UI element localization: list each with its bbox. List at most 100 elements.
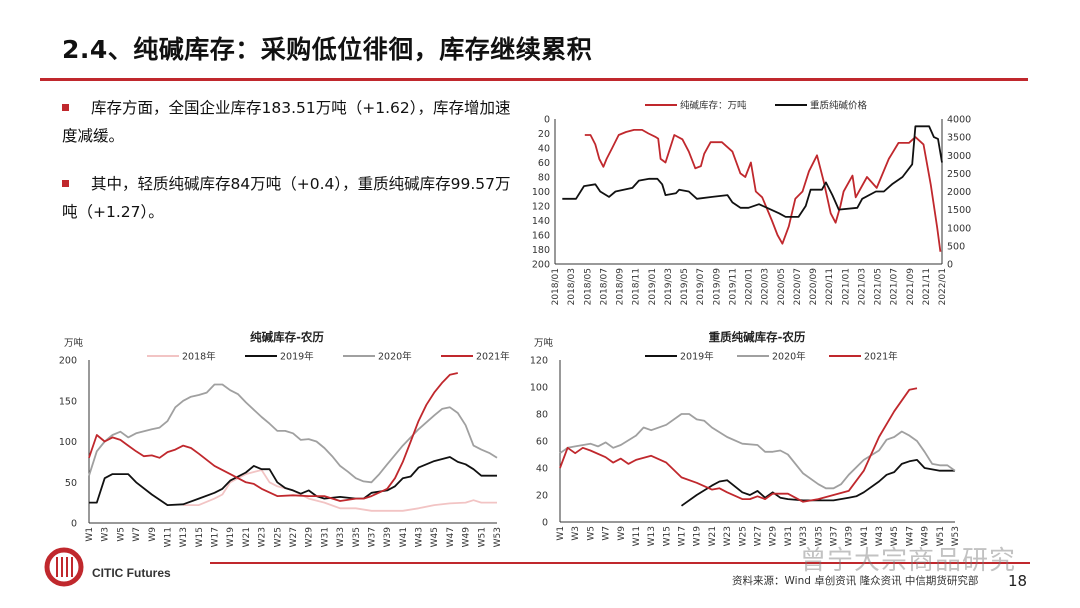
series-line: [559, 387, 918, 503]
series-line: [562, 125, 943, 218]
x-tick-label: W51: [477, 527, 487, 547]
bullet-square-icon: [62, 104, 69, 111]
x-tick-label: W39: [845, 526, 855, 547]
y-right-tick-label: 1000: [947, 223, 971, 234]
x-tick-label: W37: [367, 527, 377, 547]
series-line: [584, 129, 942, 252]
x-tick-label: W29: [305, 527, 315, 548]
x-tick-label: 2019/03: [664, 268, 674, 305]
x-tick-label: W21: [708, 526, 718, 546]
x-tick-label: 2021/05: [874, 268, 884, 305]
x-tick-label: 2020/11: [825, 268, 835, 305]
x-tick-label: 2020/05: [777, 268, 787, 305]
x-tick-label: W39: [383, 527, 393, 548]
x-tick-label: W19: [693, 526, 703, 547]
y-tick-label: 0: [71, 519, 77, 530]
y-tick-label: 150: [59, 396, 77, 407]
y-left-tick-label: 140: [532, 216, 550, 227]
x-tick-label: 2018/05: [583, 268, 593, 305]
x-tick-label: W33: [799, 526, 809, 546]
x-tick-label: W37: [829, 526, 839, 546]
y-tick-label: 0: [542, 518, 548, 529]
x-tick-label: 2019/09: [712, 268, 722, 306]
x-tick-label: W31: [784, 526, 794, 546]
x-tick-label: 2018/09: [616, 268, 626, 306]
x-tick-label: W13: [647, 526, 657, 546]
footer-divider: [210, 562, 1030, 564]
x-tick-label: W5: [116, 527, 126, 542]
y-left-tick-label: 200: [532, 260, 550, 271]
x-tick-label: W1: [556, 526, 566, 541]
x-tick-label: 2019/05: [680, 268, 690, 305]
y-left-tick-label: 120: [532, 202, 550, 213]
y-axis-unit: 万吨: [534, 337, 554, 349]
x-tick-label: W35: [352, 527, 362, 547]
y-left-tick-label: 20: [538, 129, 550, 140]
y-tick-label: 40: [536, 464, 548, 475]
series-line: [680, 459, 955, 507]
x-tick-label: W43: [875, 526, 885, 546]
x-tick-label: W11: [632, 526, 642, 546]
legend-label: 2019年: [680, 351, 714, 363]
x-tick-label: 2020/07: [793, 268, 803, 305]
x-tick-label: W9: [148, 527, 158, 542]
x-tick-label: W15: [662, 526, 672, 546]
x-tick-label: W3: [571, 526, 581, 541]
x-tick-label: W21: [242, 527, 252, 547]
x-tick-label: 2021/11: [922, 268, 932, 305]
x-tick-label: 2018/07: [599, 268, 609, 305]
y-tick-label: 60: [536, 437, 548, 448]
x-tick-label: W47: [446, 527, 456, 547]
x-tick-label: W49: [921, 526, 931, 547]
legend-label: 纯碱库存：万吨: [680, 100, 747, 112]
bullet-square-icon: [62, 180, 69, 187]
x-tick-label: W19: [226, 527, 236, 548]
legend-label: 重质纯碱价格: [810, 100, 868, 112]
x-tick-label: W15: [195, 527, 205, 547]
y-tick-label: 120: [530, 356, 548, 367]
x-tick-label: W23: [258, 527, 268, 547]
x-tick-label: 2021/03: [857, 268, 867, 305]
legend-label: 2021年: [476, 351, 510, 363]
x-tick-label: W29: [769, 526, 779, 547]
x-tick-label: 2019/01: [648, 268, 658, 305]
x-tick-label: W43: [415, 527, 425, 547]
series-line: [89, 456, 497, 506]
x-tick-label: W7: [132, 527, 142, 542]
bullet-text: 库存方面，全国企业库存183.51万吨（+1.62），库存增加速度减缓。: [62, 99, 511, 145]
x-tick-label: W17: [211, 527, 221, 547]
y-tick-label: 100: [59, 437, 77, 448]
x-tick-label: 2019/07: [696, 268, 706, 305]
x-tick-label: W27: [754, 526, 764, 546]
x-tick-label: W13: [179, 527, 189, 547]
x-tick-label: W5: [586, 526, 596, 541]
page-title: 2.4、纯碱库存：采购低位徘徊，库存继续累积: [62, 35, 593, 64]
chart-title: 纯碱库存-农历: [250, 330, 324, 344]
legend-label: 2020年: [378, 351, 412, 363]
y-right-tick-label: 3000: [947, 151, 971, 162]
logo-text: CITIC Futures: [92, 566, 171, 580]
x-tick-label: W25: [273, 527, 283, 547]
y-tick-label: 50: [65, 478, 77, 489]
x-tick-label: W7: [602, 526, 612, 541]
x-tick-label: 2020/01: [745, 268, 755, 305]
x-tick-label: W33: [336, 527, 346, 547]
legend-label: 2019年: [280, 351, 314, 363]
x-tick-label: W35: [814, 526, 824, 546]
x-tick-label: W47: [905, 526, 915, 546]
x-tick-label: 2022/01: [938, 268, 948, 305]
x-tick-label: W51: [936, 526, 946, 546]
x-tick-label: 2018/03: [567, 268, 577, 305]
x-tick-label: 2021/01: [841, 268, 851, 305]
series-line: [88, 372, 458, 502]
x-tick-label: W3: [101, 527, 111, 542]
x-tick-label: W23: [723, 526, 733, 546]
y-right-tick-label: 1500: [947, 205, 971, 216]
y-axis-unit: 万吨: [64, 337, 84, 349]
x-tick-label: W11: [163, 527, 173, 547]
x-tick-label: W53: [951, 526, 961, 546]
x-tick-label: W41: [399, 527, 409, 547]
